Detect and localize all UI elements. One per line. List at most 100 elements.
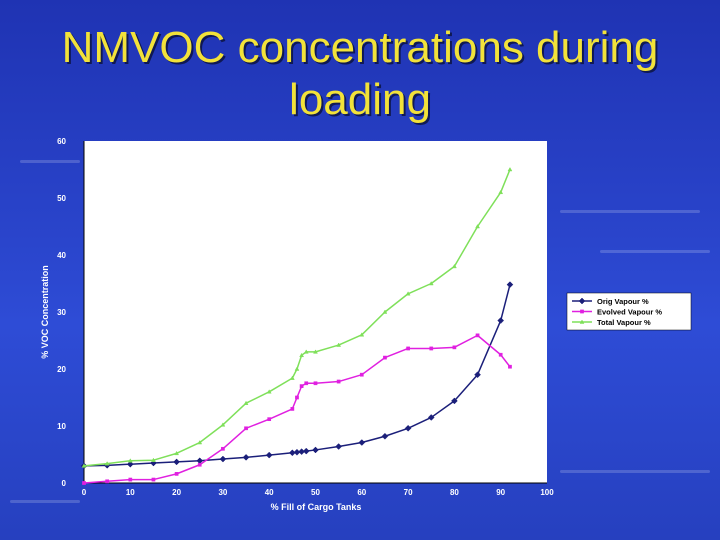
data-point [405, 291, 411, 296]
data-point [452, 345, 457, 350]
data-point [104, 461, 110, 466]
data-point [299, 352, 305, 358]
data-point [451, 397, 458, 405]
data-point [359, 332, 365, 337]
data-point [173, 458, 180, 466]
legend-label: Orig Vapour % [597, 297, 649, 306]
data-point [197, 440, 203, 445]
data-point [219, 455, 227, 463]
x-axis-label: % Fill of Cargo Tanks [271, 502, 362, 512]
x-tick-label: 40 [265, 488, 274, 497]
data-point [580, 309, 584, 314]
data-point [578, 297, 586, 305]
background-streak [560, 210, 700, 213]
data-point [299, 384, 304, 388]
data-point [267, 417, 272, 422]
y-tick-label: 20 [57, 365, 66, 374]
data-point [151, 477, 156, 482]
data-point [507, 166, 513, 172]
data-point [174, 450, 180, 456]
data-point [508, 364, 512, 369]
data-point [82, 481, 86, 485]
x-tick-label: 30 [218, 488, 227, 497]
legend: Orig Vapour % Evolved Vapour %Total Vapou… [566, 292, 692, 331]
data-point [127, 458, 133, 463]
data-point [383, 355, 387, 360]
data-point [475, 333, 480, 338]
x-tick-label: 90 [496, 488, 505, 497]
y-axis-label: % VOC Concentration [40, 265, 50, 359]
series-3 [81, 166, 513, 468]
legend-label: Evolved Vapour % [597, 308, 662, 317]
data-point [358, 439, 366, 446]
data-point [197, 462, 202, 467]
data-point [303, 349, 309, 354]
data-point [81, 463, 87, 468]
data-point [475, 223, 480, 229]
data-point [290, 407, 295, 411]
data-point [295, 395, 299, 400]
data-point [498, 352, 503, 357]
data-point [294, 366, 300, 371]
data-point [313, 381, 318, 386]
x-tick-label: 0 [82, 488, 87, 497]
x-tick-label: 50 [311, 488, 320, 497]
data-point [428, 280, 434, 286]
data-point [304, 381, 309, 386]
data-point [474, 371, 481, 379]
y-tick-label: 0 [62, 479, 67, 488]
data-point [126, 460, 134, 468]
background-streak [10, 500, 80, 503]
x-tick-label: 100 [540, 488, 554, 497]
data-point [174, 472, 179, 476]
data-point [289, 375, 295, 380]
data-point [427, 414, 435, 421]
y-tick-label: 50 [57, 194, 66, 203]
data-point [312, 446, 319, 454]
data-point [382, 309, 388, 314]
slide-title: NMVOC concentrations during loading [0, 22, 720, 126]
series-layer [80, 166, 514, 485]
x-tick-labels: 0 10 20 30 40 50 60 70 80 90 100 [82, 488, 554, 497]
data-point [302, 447, 310, 455]
legend-item: Orig Vapour % [572, 297, 649, 306]
data-point [336, 379, 341, 384]
y-tick-label: 60 [57, 137, 66, 146]
series-2 [82, 333, 512, 485]
slide-title-line-1: NMVOC concentrations during [61, 23, 659, 72]
data-point [242, 453, 250, 461]
slide-title-line-2: loading [289, 75, 431, 124]
data-point [451, 263, 457, 269]
data-point [313, 349, 318, 354]
data-point [497, 317, 505, 324]
background-streak [20, 160, 80, 163]
y-tick-label: 40 [57, 251, 66, 260]
data-point [506, 281, 514, 288]
legend-item: Evolved Vapour % [572, 308, 662, 317]
x-tick-label: 60 [357, 488, 366, 497]
y-tick-labels: 0 10 20 30 40 50 60 [57, 137, 66, 488]
data-point [404, 424, 412, 432]
data-point [336, 342, 342, 347]
data-point [220, 422, 226, 427]
data-point [381, 432, 389, 440]
background-streak [600, 250, 710, 253]
x-tick-label: 10 [126, 488, 135, 497]
background-streak [560, 470, 710, 473]
data-point [266, 389, 272, 394]
x-tick-label: 80 [450, 488, 459, 497]
data-point [335, 443, 343, 450]
data-point [128, 477, 133, 482]
x-tick-label: 70 [404, 488, 413, 497]
data-point [265, 451, 273, 459]
plot-area [84, 141, 547, 483]
y-tick-label: 30 [57, 308, 66, 317]
legend-item: Total Vapour % [572, 318, 651, 327]
x-tick-label: 20 [172, 488, 181, 497]
data-point [406, 346, 410, 351]
data-point [579, 319, 585, 324]
data-point [429, 346, 434, 351]
data-point [151, 457, 156, 462]
data-point [244, 426, 248, 431]
